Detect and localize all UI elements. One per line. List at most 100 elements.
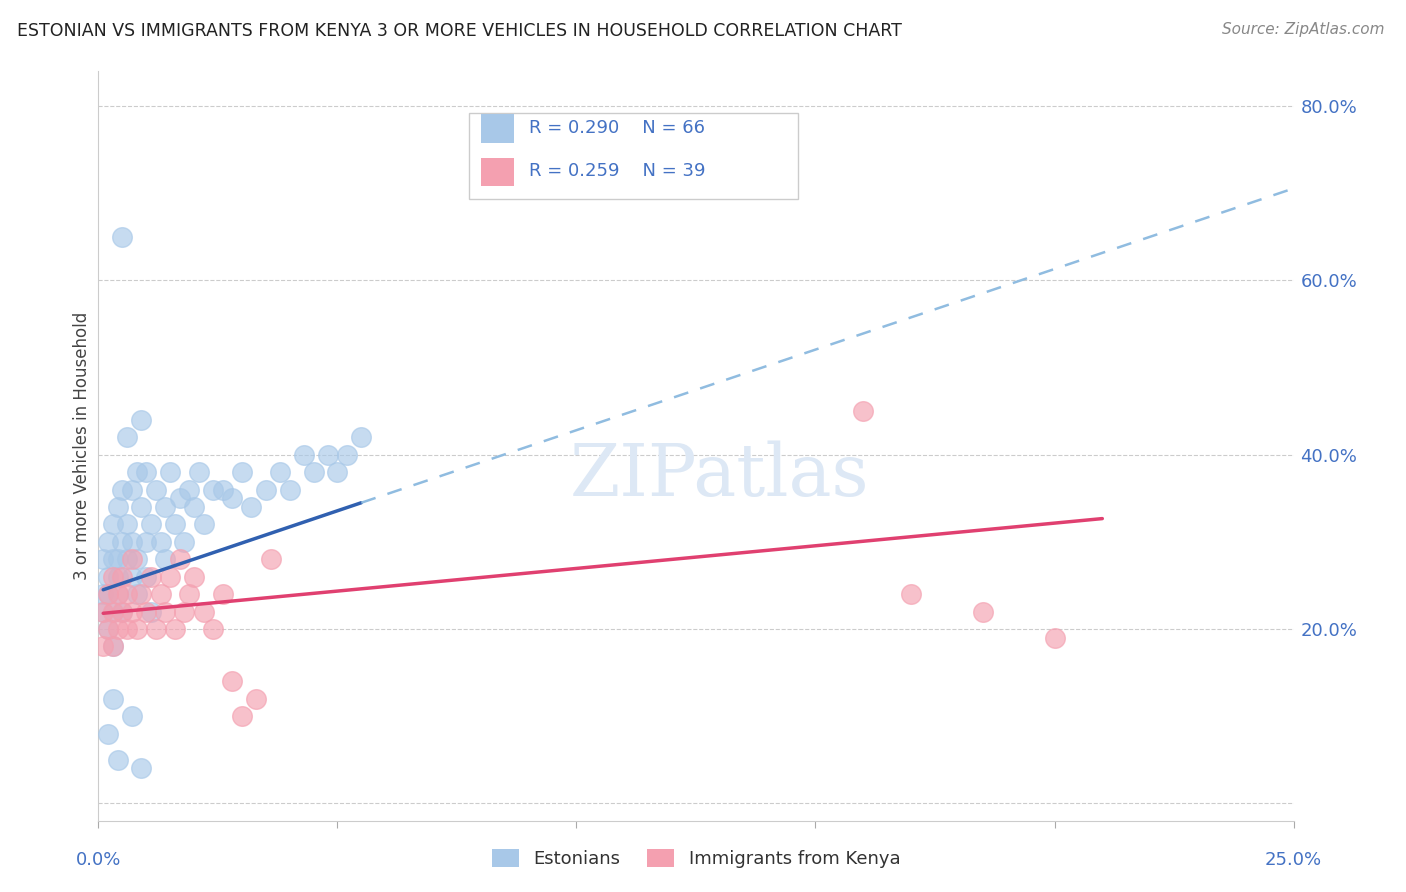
Point [254, 483, 277, 497]
Point [97, 570, 120, 584]
Point [121, 570, 143, 584]
Point [326, 465, 349, 479]
Point [350, 430, 373, 444]
Point [139, 570, 162, 584]
Point [149, 534, 172, 549]
Point [111, 230, 134, 244]
Bar [481, 114, 515, 143]
Point [101, 570, 124, 584]
Point [97, 534, 120, 549]
Point [163, 517, 186, 532]
Point [131, 587, 153, 601]
Point [900, 587, 922, 601]
Point [101, 691, 124, 706]
Point [121, 605, 143, 619]
Point [115, 552, 138, 566]
Point [91, 552, 114, 566]
Point [179, 587, 201, 601]
Point [91, 605, 114, 619]
Point [101, 640, 124, 654]
Point [91, 587, 114, 601]
Point [107, 570, 129, 584]
Point [336, 448, 359, 462]
Point [221, 674, 243, 689]
Text: 0.0%: 0.0% [76, 851, 121, 869]
Point [211, 483, 233, 497]
Point [125, 552, 148, 566]
Point [139, 605, 162, 619]
Point [107, 552, 129, 566]
Point [107, 500, 129, 514]
Text: ESTONIAN VS IMMIGRANTS FROM KENYA 3 OR MORE VEHICLES IN HOUSEHOLD CORRELATION CH: ESTONIAN VS IMMIGRANTS FROM KENYA 3 OR M… [17, 22, 901, 40]
Point [111, 534, 134, 549]
Point [155, 605, 177, 619]
Point [231, 709, 253, 723]
Point [231, 465, 253, 479]
Point [125, 587, 148, 601]
Point [173, 605, 195, 619]
Point [202, 622, 225, 636]
Point [278, 483, 301, 497]
Point [115, 587, 138, 601]
Point [97, 587, 120, 601]
Point [131, 413, 153, 427]
Point [202, 483, 225, 497]
Point [101, 605, 124, 619]
Point [179, 483, 201, 497]
Point [183, 500, 205, 514]
Point [135, 534, 157, 549]
Text: 25.0%: 25.0% [1265, 851, 1322, 869]
Point [139, 517, 162, 532]
Point [91, 605, 114, 619]
Point [101, 552, 124, 566]
Legend: Estonians, Immigrants from Kenya: Estonians, Immigrants from Kenya [484, 841, 908, 875]
Point [111, 570, 134, 584]
Point [187, 465, 209, 479]
Point [125, 465, 148, 479]
Y-axis label: 3 or more Vehicles in Household: 3 or more Vehicles in Household [73, 312, 91, 580]
Point [131, 500, 153, 514]
Point [121, 534, 143, 549]
Point [115, 430, 138, 444]
Point [101, 640, 124, 654]
Point [159, 465, 181, 479]
Point [269, 465, 291, 479]
Point [111, 605, 134, 619]
Point [125, 622, 148, 636]
Point [259, 552, 281, 566]
Point [316, 448, 339, 462]
Point [121, 552, 143, 566]
Point [245, 691, 267, 706]
Point [169, 552, 191, 566]
Bar [481, 158, 515, 186]
FancyBboxPatch shape [470, 112, 797, 199]
Point [115, 622, 138, 636]
Text: Source: ZipAtlas.com: Source: ZipAtlas.com [1222, 22, 1385, 37]
Point [292, 448, 315, 462]
Point [193, 517, 215, 532]
Point [972, 605, 994, 619]
Point [852, 404, 875, 418]
Point [111, 483, 134, 497]
Point [173, 534, 195, 549]
Point [115, 517, 138, 532]
Point [193, 605, 215, 619]
Point [131, 761, 153, 775]
Point [121, 709, 143, 723]
Point [97, 726, 120, 740]
Point [302, 465, 325, 479]
Point [240, 500, 263, 514]
Point [135, 605, 157, 619]
Point [169, 491, 191, 506]
Point [97, 622, 120, 636]
Text: ZIPatlas: ZIPatlas [569, 441, 870, 511]
Point [163, 622, 186, 636]
Point [155, 500, 177, 514]
Point [107, 622, 129, 636]
Point [101, 517, 124, 532]
Point [101, 605, 124, 619]
Point [221, 491, 243, 506]
Point [91, 640, 114, 654]
Point [149, 587, 172, 601]
Text: R = 0.259    N = 39: R = 0.259 N = 39 [529, 162, 706, 180]
